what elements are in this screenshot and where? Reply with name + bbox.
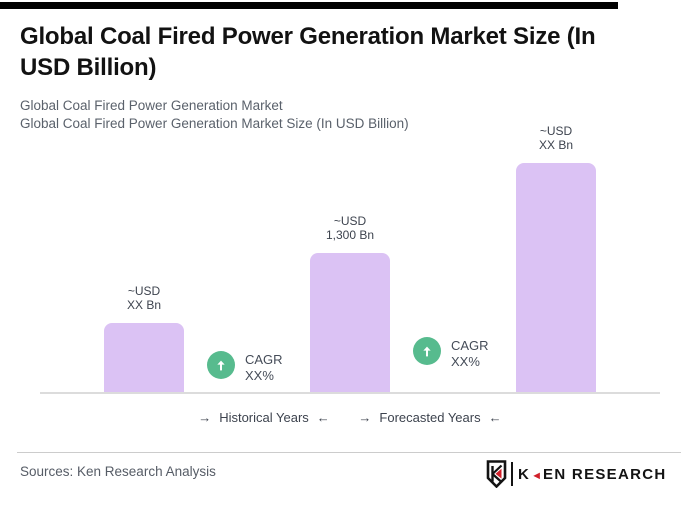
axis-label-forecasted-years: → Forecasted Years ← [349, 410, 511, 426]
bar-2 [310, 253, 390, 392]
cagr-text-1: CAGR XX% [245, 351, 283, 383]
right-arrow-icon: → [198, 410, 212, 425]
cagr-label-2: CAGR [451, 338, 489, 353]
bar-value-label-1: ~USD XX Bn [84, 284, 204, 312]
bar-value-label-1-line2: XX Bn [126, 298, 162, 312]
page-title: Global Coal Fired Power Generation Marke… [20, 21, 675, 83]
page-title-line2: USD Billion) [20, 54, 157, 81]
logo-letter-k: K [518, 465, 531, 483]
right-arrow-icon: → [358, 410, 372, 425]
bar-3 [516, 163, 596, 392]
bar-value-label-3-line2: XX Bn [538, 138, 574, 152]
chart-subtitle-line1: Global Coal Fired Power Generation Marke… [20, 98, 283, 113]
bar-1 [104, 323, 184, 392]
logo-divider-bar [511, 462, 513, 486]
cagr-label-1: CAGR [245, 352, 283, 367]
axis-label-historical-text: Historical Years [219, 410, 309, 425]
bar-value-label-2-line1: ~USD [333, 214, 367, 228]
bar-value-label-3: ~USD XX Bn [496, 124, 616, 152]
x-axis-line [40, 392, 660, 394]
chart-subtitle-line2: Global Coal Fired Power Generation Marke… [20, 116, 409, 131]
ken-research-badge-icon [486, 460, 507, 488]
cagr-badge-2: CAGR XX% [413, 337, 489, 369]
bar-value-label-3-line1: ~USD [539, 124, 573, 138]
chart-subtitle: Global Coal Fired Power Generation Marke… [20, 97, 660, 133]
sources-text: Sources: Ken Research Analysis [20, 464, 216, 479]
logo-wordmark: K◄EN RESEARCH [518, 466, 667, 483]
top-bar [0, 2, 618, 9]
cagr-badge-1: CAGR XX% [207, 351, 283, 383]
growth-up-arrow-icon [413, 337, 441, 365]
left-arrow-icon: ← [488, 410, 502, 425]
logo-rest: EN RESEARCH [543, 465, 667, 483]
page-title-line1: Global Coal Fired Power Generation Marke… [20, 23, 596, 50]
left-arrow-icon: ← [316, 410, 330, 425]
growth-up-arrow-icon [207, 351, 235, 379]
axis-label-historical-years: → Historical Years ← [188, 410, 340, 426]
ken-research-logo: K◄EN RESEARCH [486, 460, 667, 488]
footer-divider [17, 452, 681, 453]
bar-value-label-1-line1: ~USD [127, 284, 161, 298]
axis-label-forecasted-text: Forecasted Years [379, 410, 481, 425]
bar-value-label-2: ~USD 1,300 Bn [290, 214, 410, 242]
bar-value-label-2-line2: 1,300 Bn [325, 228, 375, 242]
cagr-value-2: XX% [451, 353, 480, 369]
logo-red-accent-icon: ◄ [531, 469, 543, 482]
cagr-text-2: CAGR XX% [451, 337, 489, 369]
cagr-value-1: XX% [245, 367, 274, 383]
